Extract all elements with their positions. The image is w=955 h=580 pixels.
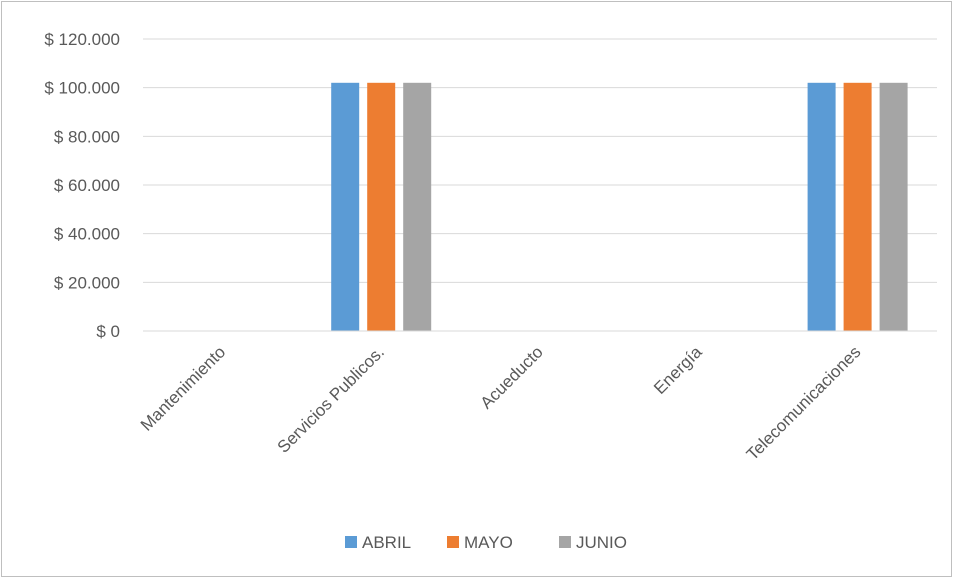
y-tick-label: $ 20.000 <box>54 273 120 292</box>
x-category-label: Acueducto <box>477 342 547 412</box>
y-tick-label: $ 100.000 <box>44 79 120 98</box>
y-tick-label: $ 80.000 <box>54 127 120 146</box>
legend-label: MAYO <box>464 533 513 552</box>
x-category-label: Energía <box>650 342 706 398</box>
x-category-label: Servicios Publicos. <box>274 342 388 456</box>
gridlines <box>143 38 937 283</box>
y-tick-label: $ 40.000 <box>54 225 120 244</box>
bar-mayo-1 <box>367 82 396 331</box>
bar-junio-4 <box>879 82 908 331</box>
bar-mayo-4 <box>843 82 872 331</box>
legend-swatch-junio <box>559 536 571 548</box>
legend-swatch-mayo <box>447 536 459 548</box>
legend-swatch-abril <box>345 536 357 548</box>
y-axis-tick-labels: $ 0 $ 20.000 $ 40.000 $ 60.000 $ 80.000 $ 100… <box>44 30 120 341</box>
legend: ABRIL MAYO JUNIO <box>345 533 627 552</box>
x-category-label: Mantenimiento <box>137 342 229 434</box>
bar-junio-1 <box>403 82 432 331</box>
legend-label: JUNIO <box>576 533 627 552</box>
bar-abril-1 <box>331 82 360 331</box>
bar-abril-4 <box>807 82 836 331</box>
x-axis-category-labels: Mantenimiento Servicios Publicos. Acueduct… <box>137 342 864 464</box>
y-tick-label: $ 0 <box>96 322 120 341</box>
y-tick-label: $ 120.000 <box>44 30 120 49</box>
bars <box>331 82 908 331</box>
x-category-label: Telecomunicaciones <box>743 342 865 464</box>
legend-label: ABRIL <box>362 533 411 552</box>
y-tick-label: $ 60.000 <box>54 176 120 195</box>
